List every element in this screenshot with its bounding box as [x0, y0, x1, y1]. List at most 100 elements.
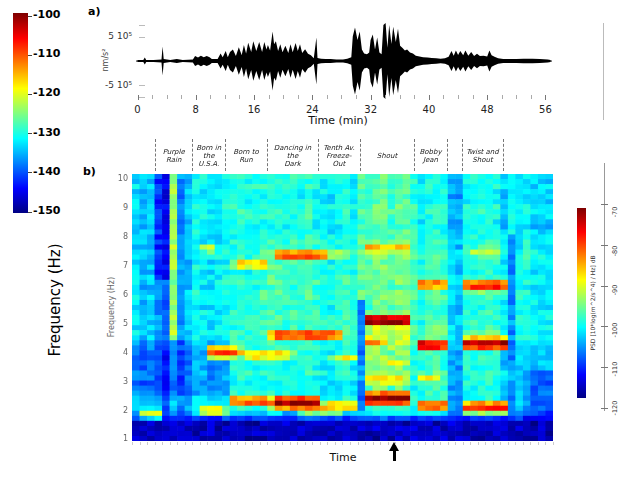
- panel-a-xtick: [473, 95, 474, 99]
- spectrogram-xtick: [448, 442, 449, 445]
- colorbar-left-tick-label: -150: [33, 204, 61, 217]
- panel-a-ytick-bottom: -5 10⁵: [92, 80, 132, 90]
- panel-a-ytick: [139, 97, 145, 98]
- colorbar-left-tick: [28, 212, 32, 213]
- spectrogram-xtick: [185, 442, 186, 445]
- spectrogram-xtick: [252, 442, 253, 445]
- frequency-axis-label-large: Frequency (Hz): [46, 243, 64, 356]
- panel-a-xtick: [254, 95, 255, 100]
- spectrogram-xtick: [350, 442, 351, 445]
- spectrogram-xtick: [395, 442, 396, 445]
- song-separator-line: [447, 139, 448, 171]
- spectrogram-ytick-label: 4: [104, 348, 128, 357]
- panel-a-xtick: [502, 95, 503, 99]
- spectrogram-xtick: [170, 442, 171, 445]
- spectrogram-xtick: [312, 442, 313, 445]
- colorbar-left-tick: [28, 16, 32, 17]
- panel-a-xtick: [210, 95, 211, 99]
- song-label: Purple Rain: [155, 139, 193, 172]
- spectrogram-xtick: [132, 442, 133, 445]
- spectrogram-xtick: [365, 442, 366, 445]
- spectrogram-xtick: [373, 442, 374, 445]
- song-label: Born toRun: [225, 139, 267, 172]
- song-label: Tenth Av.Freeze-Out: [318, 139, 360, 172]
- spectrogram-xtick: [162, 442, 163, 445]
- panel-a-xtick: [414, 95, 415, 99]
- panel-a-xtick: [152, 95, 153, 99]
- spectrogram-xtick: [297, 442, 298, 445]
- colorbar-right-axis-line: [604, 163, 605, 411]
- colorbar-right-axis-tick: [601, 204, 608, 205]
- spectrogram-xtick: [327, 442, 328, 445]
- colorbar-right-tick-label: -90: [611, 285, 619, 296]
- panel-a-xtick: [327, 95, 328, 99]
- spectrogram-ytick-label: 3: [104, 377, 128, 386]
- panel-a-xtick-label: 40: [414, 104, 444, 115]
- spectrogram-xtick: [267, 442, 268, 445]
- spectrogram-xtick: [245, 442, 246, 445]
- spectrogram-xtick: [553, 442, 554, 445]
- colorbar-right-tick-label: -80: [611, 246, 619, 257]
- panel-a-xtick: [429, 95, 430, 100]
- colorbar-left-tick-label: -130: [33, 126, 61, 139]
- panel-a-xtick: [356, 95, 357, 99]
- spectrogram-xtick: [177, 442, 178, 445]
- panel-a-xtick: [312, 95, 313, 100]
- song-label: Shout: [360, 139, 414, 172]
- spectrogram-ytick-label: 9: [104, 203, 128, 212]
- colorbar-right-axis-tick: [601, 326, 608, 327]
- spectrogram-xtick: [282, 442, 283, 445]
- spectrogram-xtick: [140, 442, 141, 445]
- colorbar-left-tick-label: -110: [33, 47, 61, 60]
- panel-a-xtick: [138, 95, 139, 100]
- song-label: Dancing in theDark: [267, 139, 318, 172]
- spectrogram-xtick: [305, 442, 306, 445]
- colorbar-right-axis-tick: [601, 408, 608, 409]
- colorbar-left-tick-label: -120: [33, 86, 61, 99]
- song-label: Twist andShout: [462, 139, 503, 172]
- panel-a-ytick-top: 5 10⁵: [92, 31, 132, 41]
- time-axis-label: Time: [330, 451, 357, 464]
- spectrogram-xtick: [192, 442, 193, 445]
- spectrogram-xtick: [260, 442, 261, 445]
- spectrogram-xtick: [207, 442, 208, 445]
- spectrogram-ytick-label: 1: [104, 434, 128, 443]
- spectrogram-xtick: [215, 442, 216, 445]
- panel-b-label: b): [83, 165, 96, 178]
- spectrogram-ytick-label: 10: [104, 174, 128, 183]
- colorbar-left-tick: [28, 172, 32, 173]
- panel-a-xtick-label: 56: [530, 104, 560, 115]
- panel-a-right-spine: [603, 23, 604, 120]
- colorbar-left-tick: [28, 94, 32, 95]
- time-min-axis-label: Time (min): [308, 114, 368, 127]
- spectrogram-ytick-label: 2: [104, 406, 128, 415]
- panel-a-unit-label: nm/s²: [101, 49, 110, 72]
- spectrogram-ytick-label: 7: [104, 261, 128, 270]
- figure: Frequency (Hz) a) b) 5 10⁵ -5 10⁵ nm/s² …: [0, 0, 624, 478]
- panel-a-xtick: [181, 95, 182, 99]
- colorbar-left-tick-label: -100: [33, 8, 61, 21]
- spectrogram-xtick: [290, 442, 291, 445]
- panel-a-xtick: [371, 95, 372, 100]
- colorbar-right-axis-tick: [601, 286, 608, 287]
- song-separator-line: [503, 139, 504, 171]
- spectrogram-xtick: [230, 442, 231, 445]
- spectrogram-xtick: [515, 442, 516, 445]
- song-label: BobbyJean: [414, 139, 447, 172]
- spectrogram-xtick: [470, 442, 471, 445]
- song-label: Born intheU.S.A.: [192, 139, 225, 172]
- spectrogram-xtick: [380, 442, 381, 445]
- panel-a-xtick-label: 8: [181, 104, 211, 115]
- spectrogram-xtick: [147, 442, 148, 445]
- spectrogram-xtick: [530, 442, 531, 445]
- panel-a-ytick: [139, 25, 145, 26]
- spectrogram-xtick: [418, 442, 419, 445]
- colorbar-right-axis-tick: [601, 245, 608, 246]
- spectrogram-xtick: [200, 442, 201, 445]
- panel-a-xtick: [196, 95, 197, 100]
- spectrogram-xtick: [403, 442, 404, 445]
- spectrogram-xtick: [320, 442, 321, 445]
- panel-a-xtick: [400, 95, 401, 99]
- spectrogram-xtick: [388, 442, 389, 445]
- spectrogram-xtick: [493, 442, 494, 445]
